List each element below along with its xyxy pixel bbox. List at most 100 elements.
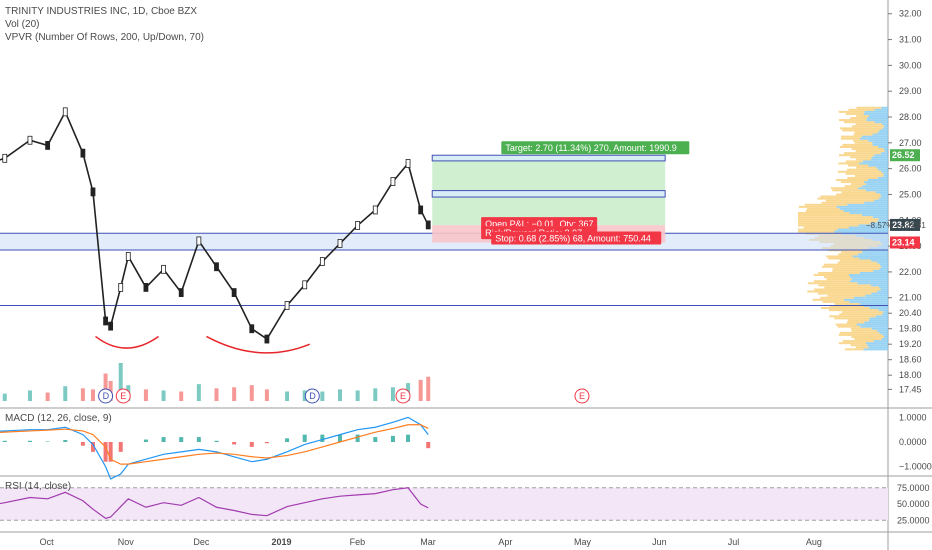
vpvr-row-up	[877, 261, 888, 264]
candle	[355, 221, 361, 230]
vpvr-row-up	[878, 145, 888, 148]
macd-histogram-bar	[196, 437, 201, 442]
vpvr-row-up	[881, 170, 888, 173]
volume-bar	[118, 363, 123, 401]
last-price-badge-bg	[890, 218, 920, 231]
candle	[2, 153, 8, 163]
vpvr-row-up	[872, 133, 888, 136]
macd-title: MACD (12, 26, close, 9)	[5, 413, 112, 424]
vpvr-row-down	[839, 127, 883, 130]
time-axis-label: Mar	[420, 537, 436, 547]
vpvr-row-up	[849, 226, 888, 229]
volume-bar	[390, 387, 395, 401]
candle	[319, 257, 325, 266]
vpvr-row-down	[837, 261, 878, 264]
time-axis-label: Jul	[728, 537, 740, 547]
time-axis-label: Apr	[498, 537, 512, 547]
macd-histogram-bar	[406, 434, 411, 442]
event-marker-label: E	[120, 391, 126, 401]
vpvr-row-up	[837, 228, 888, 231]
vpvr-row-up	[878, 218, 888, 221]
vpvr-row-down	[839, 313, 883, 316]
event-marker-label: E	[579, 391, 585, 401]
vpvr-row-down	[856, 158, 871, 161]
price-tick-label: 22.00	[899, 267, 922, 277]
vpvr-row-down	[845, 160, 863, 163]
vpvr-row-down	[845, 112, 864, 115]
event-marker-label: D	[309, 391, 316, 401]
rsi-line	[0, 487, 429, 519]
vpvr-row-up	[877, 329, 888, 332]
vpvr-row-up	[848, 274, 888, 277]
vpvr-row-down	[823, 263, 880, 266]
vpvr-row-up	[877, 290, 888, 293]
vpvr-row-down	[840, 137, 860, 140]
price-tick-label: 20.40	[899, 308, 922, 318]
volume-bar	[418, 379, 423, 401]
vpvr-row-down	[837, 325, 861, 328]
vpvr-row-down	[817, 197, 879, 200]
price-tick-label: 21.00	[899, 293, 922, 303]
candle	[214, 262, 219, 272]
vpvr-row-up	[870, 158, 888, 161]
vpvr-row-up	[868, 139, 888, 142]
vpvr-row-up	[859, 162, 888, 165]
vpvr-row-down	[851, 148, 884, 151]
target-price-badge: 26.52	[892, 150, 915, 160]
vpvr-row-up	[882, 127, 888, 130]
vpvr-row-up	[881, 195, 888, 198]
vpvr-row-down	[850, 156, 873, 159]
vpvr-row-up	[864, 321, 888, 324]
vpvr-row-down	[841, 135, 862, 138]
vpvr-row-down	[846, 321, 865, 324]
vpvr-row-down	[841, 191, 876, 194]
open-pl-label: Open P&L: −0.01, Qty: 367	[485, 219, 593, 229]
last-price-badge: 23.82	[892, 220, 915, 230]
vpvr-row-down	[850, 327, 872, 330]
target-label: Target: 2.70 (11.34%) 270, Amount: 1990.…	[505, 143, 676, 153]
vpvr-row-down	[854, 174, 884, 177]
macd-tick-label: −1.0000	[899, 462, 932, 472]
stop-price-badge-bg	[890, 236, 920, 249]
vpvr-row-up	[884, 125, 888, 128]
vpvr-row-down	[798, 214, 862, 217]
vpvr-row-up	[834, 230, 888, 233]
vpvr-row-down	[853, 133, 873, 136]
price-tick-label: 19.80	[899, 324, 922, 334]
vpvr-row-down	[798, 218, 879, 221]
vpvr-row-up	[882, 333, 888, 336]
vpvr-row-down	[854, 141, 873, 144]
vpvr-row-up	[878, 197, 888, 200]
vpvr-row-down	[851, 125, 885, 128]
vpvr-row-up	[850, 276, 888, 279]
time-axis-label: Aug	[806, 537, 822, 547]
vpvr-row-up	[881, 338, 888, 341]
vpvr-row-up	[872, 156, 888, 159]
vpvr-row-up	[856, 323, 888, 326]
vpvr-row-up	[875, 315, 888, 318]
vpvr-row-down	[803, 226, 850, 229]
vpvr-row-up	[874, 121, 888, 124]
event-marker-label: E	[400, 391, 406, 401]
vpvr-row-down	[837, 170, 882, 173]
vpvr-row-down	[828, 309, 879, 312]
macd-histogram-bar	[232, 442, 237, 445]
event-marker	[98, 388, 114, 404]
symbol-title: TRINITY INDUSTRIES INC, 1D, Cboe BZX	[5, 6, 198, 17]
vpvr-row-up	[872, 143, 888, 146]
candle	[118, 283, 124, 292]
time-axis-label: Jun	[652, 537, 667, 547]
vpvr-row-down	[839, 154, 875, 157]
candle	[390, 177, 396, 186]
price-series-line	[0, 109, 429, 341]
vpvr-row-up	[849, 212, 888, 215]
vpvr-row-up	[862, 185, 888, 188]
vpvr-row-up	[878, 168, 888, 171]
vpvr-row-up	[881, 265, 888, 268]
vpvr-row-down	[834, 302, 860, 305]
vpvr-row-down	[829, 304, 864, 307]
target-price-badge-bg	[890, 149, 920, 162]
target-box	[431, 154, 666, 162]
macd-histogram-bar	[302, 434, 307, 442]
